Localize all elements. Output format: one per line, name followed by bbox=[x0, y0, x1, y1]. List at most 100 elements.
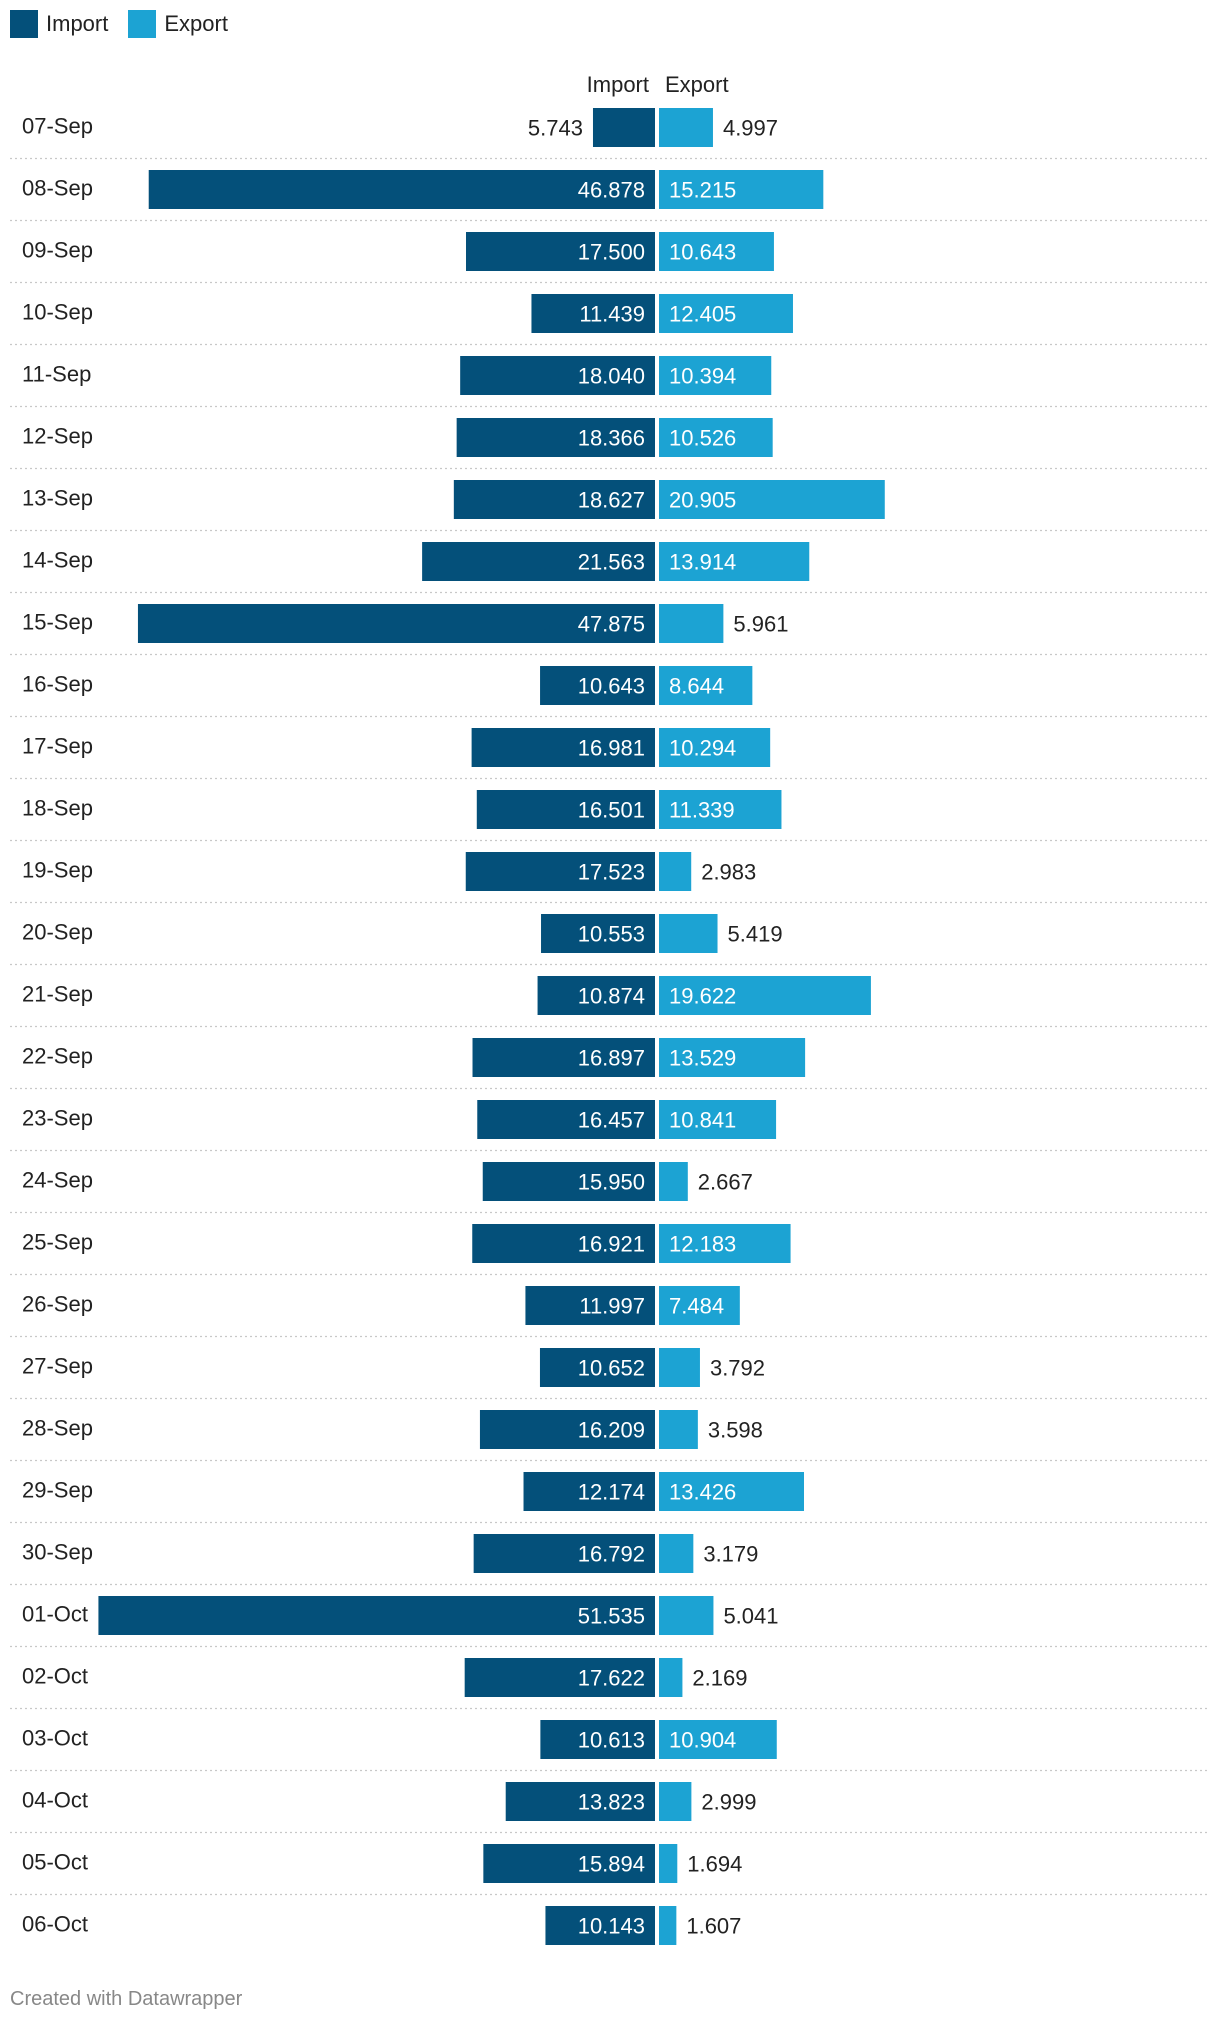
bar-import bbox=[479, 1410, 655, 1449]
bar-import bbox=[471, 728, 655, 767]
bar-export bbox=[659, 170, 824, 209]
bar-import bbox=[453, 480, 655, 519]
bar-import bbox=[531, 294, 655, 333]
data-label-import: 10.652 bbox=[578, 1356, 645, 1381]
bar-export bbox=[659, 976, 871, 1015]
category-label: 10-Sep bbox=[22, 300, 93, 325]
data-label-import: 16.792 bbox=[578, 1542, 645, 1567]
bar-import bbox=[456, 418, 655, 457]
data-label-export: 2.999 bbox=[701, 1790, 756, 1815]
data-label-import: 15.894 bbox=[578, 1852, 645, 1877]
bar-export bbox=[659, 294, 793, 333]
bar-export bbox=[659, 1410, 698, 1449]
bar-import bbox=[505, 1782, 655, 1821]
data-label-export: 10.841 bbox=[669, 1108, 736, 1133]
data-label-export: 13.529 bbox=[669, 1046, 736, 1071]
bar-export bbox=[659, 1286, 740, 1325]
data-label-import: 16.897 bbox=[578, 1046, 645, 1071]
data-label-export: 10.643 bbox=[669, 240, 736, 265]
bar-export bbox=[659, 356, 772, 395]
bar-export bbox=[659, 914, 718, 953]
legend-item-export: Export bbox=[128, 10, 228, 38]
bar-import bbox=[465, 852, 655, 891]
data-label-export: 13.914 bbox=[669, 550, 736, 575]
footer-credit: Created with Datawrapper bbox=[10, 1988, 243, 2010]
category-label: 05-Oct bbox=[22, 1850, 88, 1875]
bar-export bbox=[659, 542, 810, 581]
bar-export bbox=[659, 108, 713, 147]
bar-import bbox=[525, 1286, 655, 1325]
bar-export bbox=[659, 1162, 688, 1201]
category-label: 22-Sep bbox=[22, 1044, 93, 1069]
bar-import bbox=[137, 604, 655, 643]
category-label: 12-Sep bbox=[22, 424, 93, 449]
category-label: 13-Sep bbox=[22, 486, 93, 511]
bar-import bbox=[148, 170, 656, 209]
category-label: 24-Sep bbox=[22, 1168, 93, 1193]
category-label: 02-Oct bbox=[22, 1664, 88, 1689]
data-label-export: 10.294 bbox=[669, 736, 736, 761]
data-label-export: 11.339 bbox=[669, 798, 735, 823]
category-label: 23-Sep bbox=[22, 1106, 93, 1131]
data-label-import: 17.622 bbox=[578, 1666, 645, 1691]
category-label: 28-Sep bbox=[22, 1416, 93, 1441]
bar-import bbox=[472, 1224, 655, 1263]
category-label: 18-Sep bbox=[22, 796, 93, 821]
data-label-export: 13.426 bbox=[669, 1480, 736, 1505]
data-label-export: 10.394 bbox=[669, 364, 736, 389]
bar-import bbox=[541, 914, 655, 953]
data-label-export: 7.484 bbox=[669, 1294, 724, 1319]
data-label-import: 5.743 bbox=[528, 116, 583, 141]
data-label-import: 11.997 bbox=[579, 1294, 645, 1319]
bar-import bbox=[422, 542, 655, 581]
data-label-import: 46.878 bbox=[578, 178, 645, 203]
bar-import bbox=[472, 1038, 655, 1077]
category-label: 14-Sep bbox=[22, 548, 93, 573]
bar-import bbox=[537, 976, 655, 1015]
bar-export bbox=[659, 728, 771, 767]
bar-export bbox=[659, 1844, 678, 1883]
legend-swatch-import bbox=[10, 10, 38, 38]
category-label: 17-Sep bbox=[22, 734, 93, 759]
legend-swatch-export bbox=[128, 10, 157, 38]
category-label: 30-Sep bbox=[22, 1540, 93, 1565]
bar-import bbox=[540, 1720, 655, 1759]
category-label: 16-Sep bbox=[22, 672, 93, 697]
data-label-export: 5.041 bbox=[723, 1604, 778, 1629]
bar-import bbox=[539, 1348, 655, 1387]
category-label: 11-Sep bbox=[22, 362, 91, 387]
bar-export bbox=[659, 1472, 805, 1511]
bar-import bbox=[98, 1596, 655, 1635]
category-label: 20-Sep bbox=[22, 920, 93, 945]
bar-export bbox=[659, 666, 753, 705]
bar-export bbox=[659, 418, 773, 457]
bar-import bbox=[523, 1472, 655, 1511]
data-label-export: 15.215 bbox=[669, 178, 736, 203]
category-label: 19-Sep bbox=[22, 858, 93, 883]
category-label: 07-Sep bbox=[22, 114, 93, 139]
data-label-export: 12.405 bbox=[669, 302, 736, 327]
data-label-export: 19.622 bbox=[669, 984, 736, 1009]
bar-export bbox=[659, 1658, 683, 1697]
category-label: 04-Oct bbox=[22, 1788, 88, 1813]
bar-export bbox=[659, 852, 692, 891]
bar-export bbox=[659, 1782, 692, 1821]
data-label-export: 3.792 bbox=[710, 1356, 765, 1381]
bar-export bbox=[659, 1534, 694, 1573]
category-label: 03-Oct bbox=[22, 1726, 88, 1751]
bar-export bbox=[659, 1906, 677, 1945]
data-label-export: 5.961 bbox=[733, 612, 788, 637]
bar-export bbox=[659, 1596, 714, 1635]
category-label: 29-Sep bbox=[22, 1478, 93, 1503]
column-header-export: Export bbox=[665, 72, 729, 97]
data-label-export: 2.667 bbox=[698, 1170, 753, 1195]
column-header-import: Import bbox=[587, 72, 649, 97]
category-label: 09-Sep bbox=[22, 238, 93, 263]
data-label-export: 1.694 bbox=[687, 1852, 742, 1877]
data-label-export: 10.526 bbox=[669, 426, 736, 451]
bar-export bbox=[659, 232, 774, 271]
bar-export bbox=[659, 1038, 806, 1077]
bar-import bbox=[545, 1906, 655, 1945]
data-label-export: 5.419 bbox=[728, 922, 783, 947]
